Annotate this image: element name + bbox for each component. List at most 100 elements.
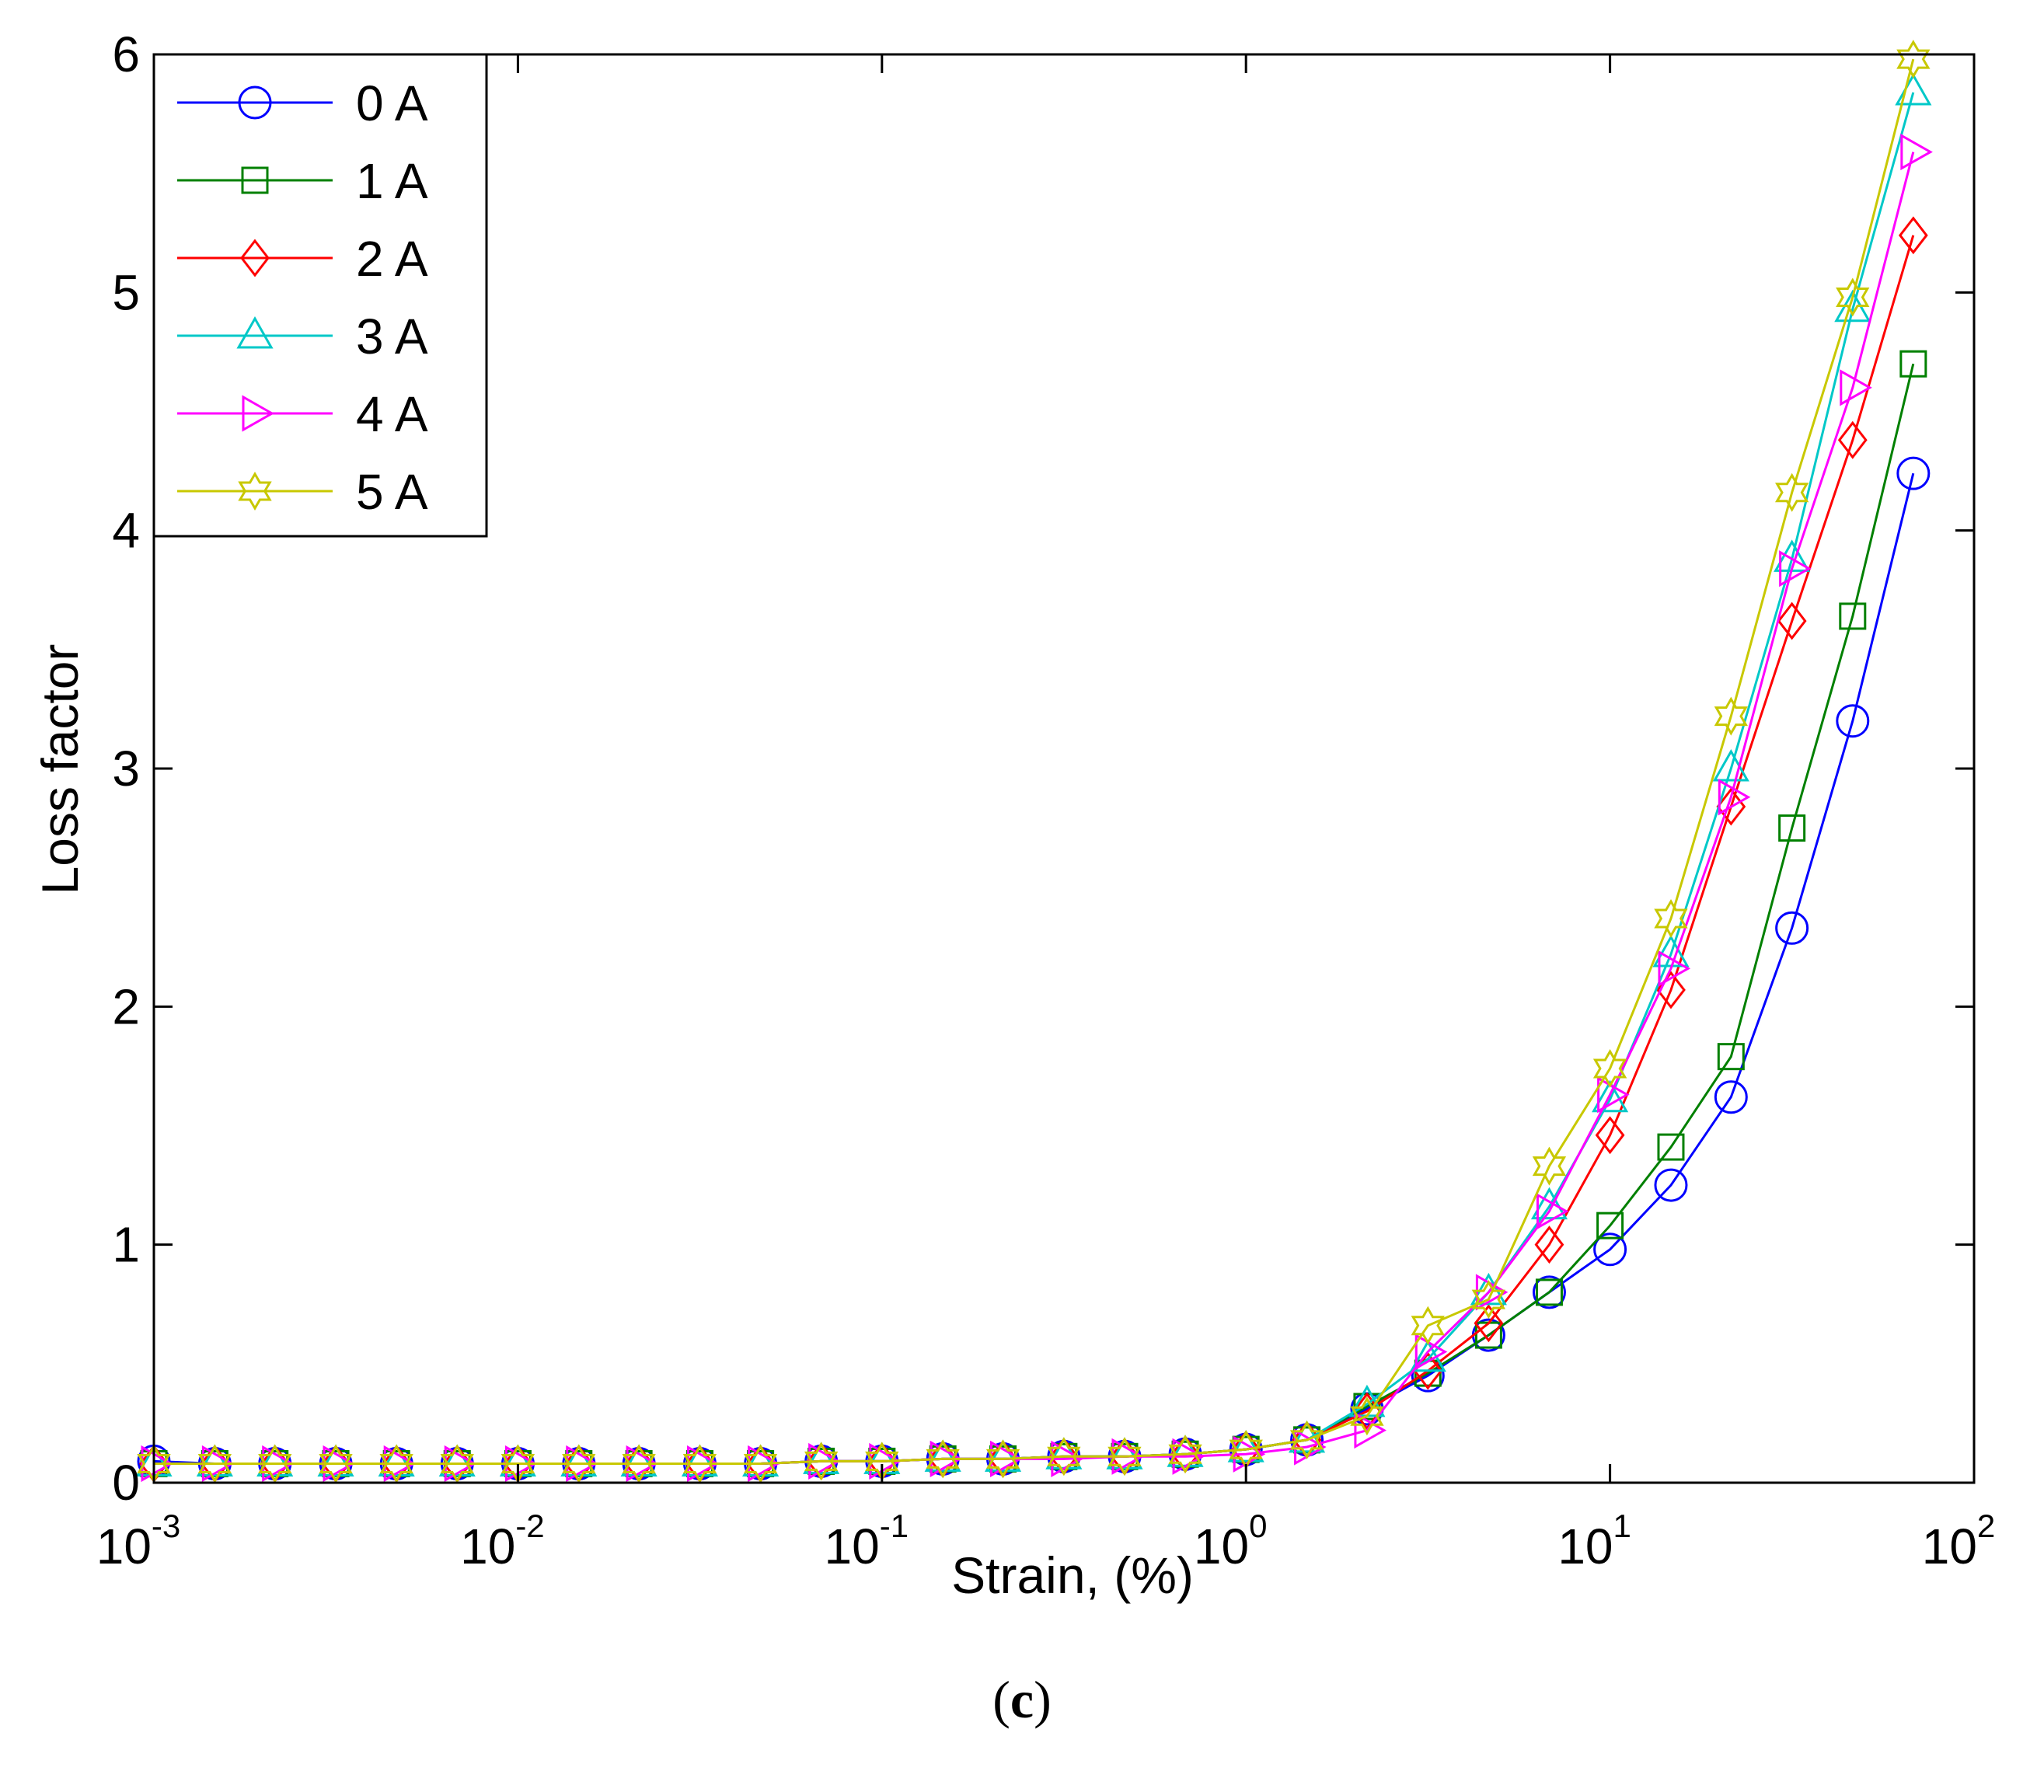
data-point [562,1444,596,1483]
y-tick-label: 3 [112,741,140,797]
data-point [804,1442,839,1481]
data-point [1778,814,1806,842]
caption-letter: c [1010,1670,1034,1729]
x-tick-exponent: 1 [1613,1508,1631,1544]
data-point [1896,456,1931,490]
series-line [153,472,1915,1465]
data-point [1596,1212,1624,1239]
data-point [1475,1274,1509,1311]
data-point [1777,601,1807,640]
legend-item: 3 A [177,309,428,364]
legend-label: 1 A [356,153,428,209]
data-point [1227,1430,1264,1463]
legend-label: 3 A [356,309,428,364]
series-5-a [137,40,1931,1483]
x-tick-label: 100 [1194,1508,1268,1574]
data-point [317,1444,354,1476]
legend-marker [236,316,274,349]
data-point [1654,898,1688,939]
data-point [1535,1278,1563,1306]
x-axis-label: Strain, (%) [951,1546,1194,1604]
data-point [1837,420,1868,459]
data-point [926,1439,960,1479]
data-point [258,1444,292,1483]
y-tick-label: 0 [112,1455,140,1511]
x-tick-base: 10 [460,1518,515,1574]
y-tick-label: 1 [112,1217,140,1273]
legend-label: 2 A [356,231,428,287]
x-tick-exponent: -2 [515,1508,544,1544]
y-tick-label: 5 [112,264,140,320]
data-point [924,1439,961,1472]
data-point [196,1444,233,1476]
data-point [1532,1146,1567,1186]
data-point [1718,779,1751,816]
x-tick-exponent: -3 [152,1508,180,1544]
data-point [256,1444,294,1476]
data-point [1896,40,1931,79]
data-point [1168,1435,1202,1474]
data-point [1898,216,1928,255]
data-point [1775,911,1809,945]
legend-label: 5 A [356,464,428,520]
data-point [1592,1048,1627,1089]
x-tick-exponent: 2 [1977,1508,1995,1544]
data-point [1840,369,1872,406]
caption-open-paren: ( [992,1670,1010,1729]
legend: 0 A 1 A 2 A 3 A 4 A 5 A [152,53,488,538]
data-point [1414,1333,1448,1371]
data-point [1714,696,1749,736]
data-point [1657,1133,1685,1161]
data-point [1597,1076,1630,1114]
data-point [1289,1420,1324,1459]
x-tick-label: 10-2 [460,1508,545,1574]
legend-marker [240,239,270,277]
legend-label: 0 A [356,75,428,131]
legend-box [152,53,488,538]
x-tick-exponent: -1 [880,1508,909,1544]
data-point [622,1444,656,1483]
data-point [803,1442,840,1474]
data-point [1536,1193,1569,1230]
data-point [1714,1080,1748,1114]
data-point [1900,134,1933,171]
data-point [1839,602,1867,630]
legend-item: 2 A [177,231,428,287]
data-point [1595,1116,1625,1155]
x-tick-label: 102 [1922,1508,1996,1574]
caption-close-paren: ) [1034,1670,1052,1729]
data-point [1658,950,1691,987]
data-point [319,1444,353,1483]
data-point [197,1444,232,1483]
data-point [1471,1280,1505,1320]
data-point [141,1445,174,1483]
x-tick-label: 101 [1557,1508,1631,1574]
data-point [1530,1187,1568,1220]
y-tick-label: 4 [112,503,140,559]
legend-marker [241,166,269,194]
legend-item: 5 A [177,464,428,520]
data-point [682,1444,717,1483]
data-point [1836,704,1870,738]
data-point [1107,1437,1142,1476]
x-tick-base: 10 [96,1518,152,1574]
data-point [1470,1272,1507,1306]
data-point [1534,1225,1564,1264]
x-tick-label: 10-3 [96,1508,181,1574]
data-point [681,1444,719,1476]
data-point [438,1444,476,1476]
data-point [1779,550,1812,587]
data-point [1352,1392,1382,1431]
data-point [985,1439,1020,1479]
data-point [1836,277,1870,317]
data-point [743,1444,778,1483]
x-tick-label: 10-1 [825,1508,909,1574]
y-tick-label: 2 [112,978,140,1034]
legend-item: 1 A [177,153,428,209]
data-point [1411,1306,1445,1345]
legend-item: 0 A [177,75,428,131]
data-point [379,1444,413,1483]
data-point [1106,1437,1143,1470]
